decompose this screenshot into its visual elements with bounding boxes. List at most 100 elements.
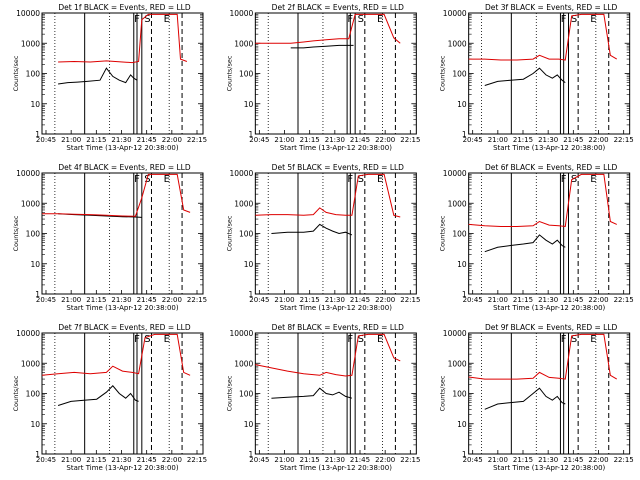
y-tick-label: 100 <box>26 390 41 399</box>
chart-title: Det 2f BLACK = Events, RED = LLD <box>272 3 405 12</box>
x-tick-label: 21:30 <box>111 456 131 464</box>
x-tick-label: 21:45 <box>350 296 370 304</box>
event-marker-label: F <box>561 174 567 185</box>
event-marker-label: S <box>144 334 150 345</box>
y-tick-label: 1 <box>35 290 40 299</box>
series-line <box>41 333 191 376</box>
y-axis-label: Counts/sec <box>12 215 20 251</box>
event-marker-label: F <box>134 174 140 185</box>
x-tick-label: 21:00 <box>61 296 81 304</box>
chart-title: Det 6f BLACK = Events, RED = LLD <box>485 163 618 172</box>
series-line <box>484 387 566 410</box>
y-tick-label: 1000 <box>234 359 253 368</box>
y-axis-label: Counts/sec <box>12 55 20 91</box>
chart-panel: Det 3f BLACK = Events, RED = LLD 1 10 100 10… <box>439 3 634 152</box>
event-marker-label: S <box>571 334 577 345</box>
x-tick-label: 21:30 <box>538 136 558 144</box>
y-tick-label: 10 <box>30 100 40 109</box>
y-axis-label: Counts/sec <box>439 375 447 411</box>
x-tick-label: 22:15 <box>614 456 634 464</box>
x-tick-label: 21:00 <box>488 136 508 144</box>
y-tick-label: 10 <box>457 420 467 429</box>
x-tick-label: 21:30 <box>111 136 131 144</box>
x-tick-label: 21:30 <box>325 296 345 304</box>
y-axis-label: Counts/sec <box>225 375 233 411</box>
x-tick-label: 21:00 <box>61 456 81 464</box>
x-tick-label: 21:00 <box>61 136 81 144</box>
plot-frame <box>254 12 417 135</box>
series-line <box>468 13 618 61</box>
x-tick-label: 21:45 <box>350 136 370 144</box>
y-tick-label: 1 <box>249 130 254 139</box>
y-tick-label: 100 <box>452 230 467 239</box>
x-tick-label: 21:30 <box>325 456 345 464</box>
x-tick-label: 22:00 <box>588 456 608 464</box>
chart-title: Det 7f BLACK = Events, RED = LLD <box>58 323 191 332</box>
series-line <box>484 67 566 86</box>
x-tick-label: 22:00 <box>162 296 182 304</box>
x-axis-label: Start Time (13-Apr-12 20:38:00) <box>280 144 392 152</box>
series-line <box>468 333 618 380</box>
event-marker-label: S <box>571 14 577 25</box>
plot-frame <box>41 172 204 295</box>
y-axis-label: Counts/sec <box>225 55 233 91</box>
chart-panel: Det 6f BLACK = Events, RED = LLD 1 10 100 10… <box>439 163 634 312</box>
x-tick-label: 22:00 <box>588 136 608 144</box>
x-tick-label: 22:00 <box>375 296 395 304</box>
y-tick-label: 10000 <box>229 9 253 18</box>
x-tick-label: 21:15 <box>300 296 320 304</box>
event-marker-label: E <box>377 174 383 185</box>
x-tick-label: 20:45 <box>249 456 269 464</box>
x-tick-label: 21:00 <box>488 456 508 464</box>
x-tick-label: 21:15 <box>300 456 320 464</box>
y-tick-label: 1000 <box>21 359 40 368</box>
y-tick-label: 1000 <box>234 39 253 48</box>
event-marker-label: E <box>377 334 383 345</box>
event-marker-label: F <box>134 14 140 25</box>
event-marker-label: S <box>571 174 577 185</box>
chart-panel: Det 5f BLACK = Events, RED = LLD 1 10 100 10… <box>225 163 420 312</box>
event-marker-label: E <box>590 14 596 25</box>
series-line <box>255 13 401 44</box>
x-axis-label: Start Time (13-Apr-12 20:38:00) <box>66 464 178 472</box>
x-tick-label: 21:45 <box>137 136 157 144</box>
x-tick-label: 21:15 <box>513 296 533 304</box>
plot-frame <box>468 172 631 295</box>
chart-title: Det 3f BLACK = Events, RED = LLD <box>485 3 618 12</box>
y-tick-label: 10000 <box>229 329 253 338</box>
y-tick-label: 1 <box>462 450 467 459</box>
plot-frame <box>468 332 631 455</box>
x-tick-label: 21:45 <box>137 456 157 464</box>
x-axis-label: Start Time (13-Apr-12 20:38:00) <box>66 304 178 312</box>
x-tick-label: 22:15 <box>614 296 634 304</box>
series-line <box>255 333 401 377</box>
event-marker-label: S <box>358 334 364 345</box>
x-tick-label: 21:15 <box>86 456 106 464</box>
x-tick-label: 21:00 <box>274 296 294 304</box>
y-tick-label: 10000 <box>16 9 40 18</box>
y-tick-label: 10 <box>457 260 467 269</box>
chart-panel: Det 9f BLACK = Events, RED = LLD 1 10 100 10… <box>439 323 634 472</box>
x-tick-label: 21:00 <box>488 296 508 304</box>
chart-title: Det 8f BLACK = Events, RED = LLD <box>272 323 405 332</box>
y-tick-label: 10000 <box>443 329 467 338</box>
y-tick-label: 1 <box>462 130 467 139</box>
series-line <box>58 13 188 64</box>
series-line <box>255 173 401 218</box>
y-tick-label: 10 <box>244 420 254 429</box>
event-marker-label: E <box>377 14 383 25</box>
y-tick-label: 1000 <box>448 359 467 368</box>
event-marker-label: E <box>164 14 170 25</box>
event-marker-label: E <box>164 174 170 185</box>
x-tick-label: 22:15 <box>187 296 207 304</box>
y-tick-label: 1000 <box>234 199 253 208</box>
x-tick-label: 20:45 <box>249 136 269 144</box>
x-axis-label: Start Time (13-Apr-12 20:38:00) <box>280 304 392 312</box>
x-tick-label: 20:45 <box>36 296 56 304</box>
y-tick-label: 1 <box>462 290 467 299</box>
x-tick-label: 20:45 <box>463 456 483 464</box>
series-line <box>58 67 138 85</box>
y-tick-label: 1000 <box>21 39 40 48</box>
y-tick-label: 100 <box>239 390 254 399</box>
event-marker-label: F <box>561 334 567 345</box>
